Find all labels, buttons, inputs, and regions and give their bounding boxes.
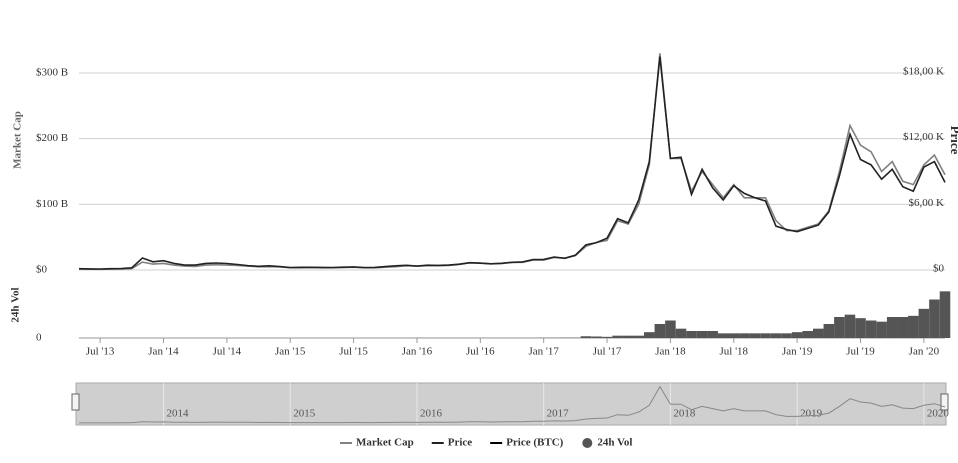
navigator-tick-label: 2018 [673,408,696,420]
navigator-tick-label: 2019 [800,408,823,420]
navigator-handle[interactable] [71,393,80,411]
volume-bar [812,328,824,338]
x-tick-label: Jan '18 [655,346,686,358]
volume-bar [644,332,655,338]
volume-bar [580,336,592,338]
legend-label: 24h Vol [597,437,632,449]
x-tick-label: Jan '15 [275,346,306,358]
volume-bar [865,320,877,338]
volume-bar [802,331,813,338]
y-tick-label: $300 B [36,67,68,79]
x-tick-label: Jul '15 [339,346,368,358]
x-tick-label: Jul '13 [86,346,115,358]
y2-tick-label: $18,00 K [903,66,944,78]
volume-bar [781,333,792,338]
navigator-tick-label: 2017 [547,408,570,420]
volume-bar [918,308,930,338]
volume-bar [823,324,835,338]
legend-item[interactable]: 24h Vol [582,437,632,449]
legend-label: Price (BTC) [506,437,563,449]
navigator-tick-label: 2020 [927,408,950,420]
y-tick-label: 0 [36,332,42,344]
series-line [78,56,946,270]
volume-bar [739,333,750,338]
y-tick-label: $200 B [36,132,68,144]
y-tick-label: $0 [36,264,48,276]
y2-tick-label: $12,00 K [903,131,944,143]
volume-bar [591,336,602,338]
volume-bar [939,291,951,338]
volume-bar [886,317,898,338]
volume-bar [834,317,845,338]
x-tick-label: Jul '19 [846,346,875,358]
volume-bar [791,332,803,338]
navigator-handle[interactable] [940,393,949,411]
y-axis-title: Market Cap [12,111,24,169]
legend-label: Market Cap [356,437,414,449]
navigator-tick-label: 2016 [420,408,443,420]
volume-bar [601,336,613,338]
navigator-tick-label: 2015 [293,408,316,420]
volume-bar [760,333,771,338]
volume-bar [622,335,634,338]
legend-item[interactable]: Price [431,437,473,449]
navigator-line [79,385,946,424]
volume-bar [929,299,940,338]
x-tick-label: Jul '16 [466,346,495,358]
volume-bar [675,328,687,338]
x-tick-label: Jan '16 [402,346,433,358]
y2-axis-title: Price [948,126,958,155]
volume-bar [855,318,866,338]
y2-tick-label: $0 [933,263,945,275]
navigator[interactable] [75,382,947,426]
y-tick-label: $100 B [36,198,68,210]
volume-bar [876,321,887,338]
volume-bar [654,324,666,338]
volume-bar [707,331,718,338]
volume-bar [686,331,697,338]
volume-bar [770,333,782,338]
series-line [78,53,946,271]
volume-bar [717,333,729,338]
y2-tick-label: $6,00 K [909,197,945,209]
volume-bar [728,333,740,338]
legend-symbol [582,438,593,448]
x-tick-label: Jan '14 [148,346,179,358]
volume-bar [844,314,856,338]
volume-bar [612,335,623,338]
volume-bar [908,315,919,338]
volume-bar [897,317,909,338]
x-tick-label: Jan '19 [782,346,813,358]
volume-bar [749,333,761,338]
navigator-tick-label: 2014 [166,408,189,420]
volume-bar [665,320,676,338]
volume-bar [633,335,645,338]
x-tick-label: Jan '20 [909,346,940,358]
legend-item[interactable]: Price (BTC) [490,437,564,449]
legend-label: Price [448,437,473,449]
x-tick-label: Jan '17 [528,346,559,358]
x-tick-label: Jul '17 [593,346,622,358]
x-tick-label: Jul '14 [213,346,242,358]
vol-axis-title: 24h Vol [10,287,22,322]
x-tick-label: Jul '18 [719,346,748,358]
volume-bar [696,331,708,338]
legend-item[interactable]: Market Cap [340,437,414,449]
